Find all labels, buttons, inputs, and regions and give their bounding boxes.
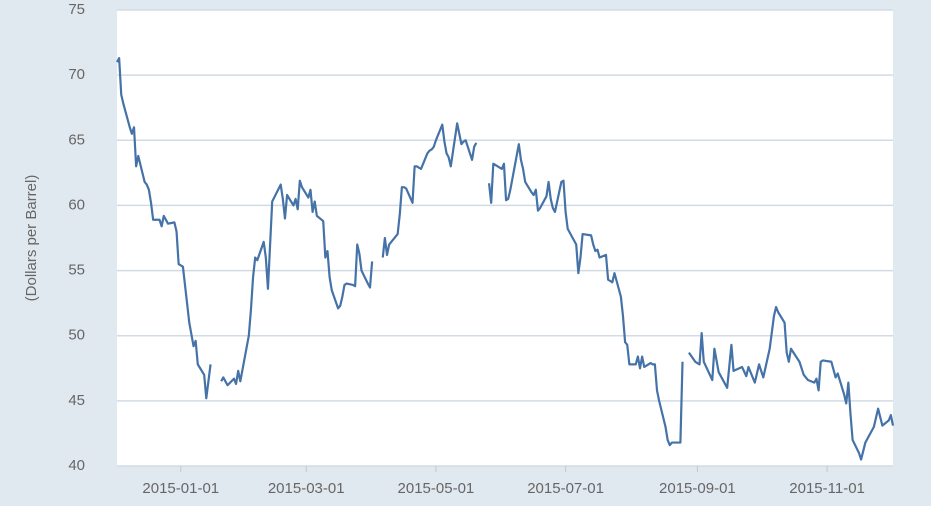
data-line bbox=[116, 57, 895, 461]
x-tick-label: 2015-11-01 bbox=[789, 480, 865, 497]
x-tick-label: 2015-05-01 bbox=[398, 480, 475, 497]
x-tick-label: 2015-07-01 bbox=[527, 480, 604, 497]
y-tick-label: 55 bbox=[68, 262, 85, 279]
y-tick-label: 40 bbox=[68, 457, 85, 474]
x-tick-label: 2015-03-01 bbox=[268, 480, 345, 497]
y-tick-label: 70 bbox=[68, 66, 85, 83]
y-tick-label: 45 bbox=[68, 392, 85, 409]
x-tick-label: 2015-01-01 bbox=[142, 480, 219, 497]
plot-area bbox=[117, 10, 893, 466]
y-tick-label: 50 bbox=[68, 327, 85, 344]
y-tick-label: 75 bbox=[68, 1, 85, 18]
x-tick-label: 2015-09-01 bbox=[659, 480, 736, 497]
y-tick-label: 60 bbox=[68, 196, 85, 213]
y-axis-label: (Dollars per Barrel) bbox=[23, 175, 40, 302]
y-tick-label: 65 bbox=[68, 131, 85, 148]
